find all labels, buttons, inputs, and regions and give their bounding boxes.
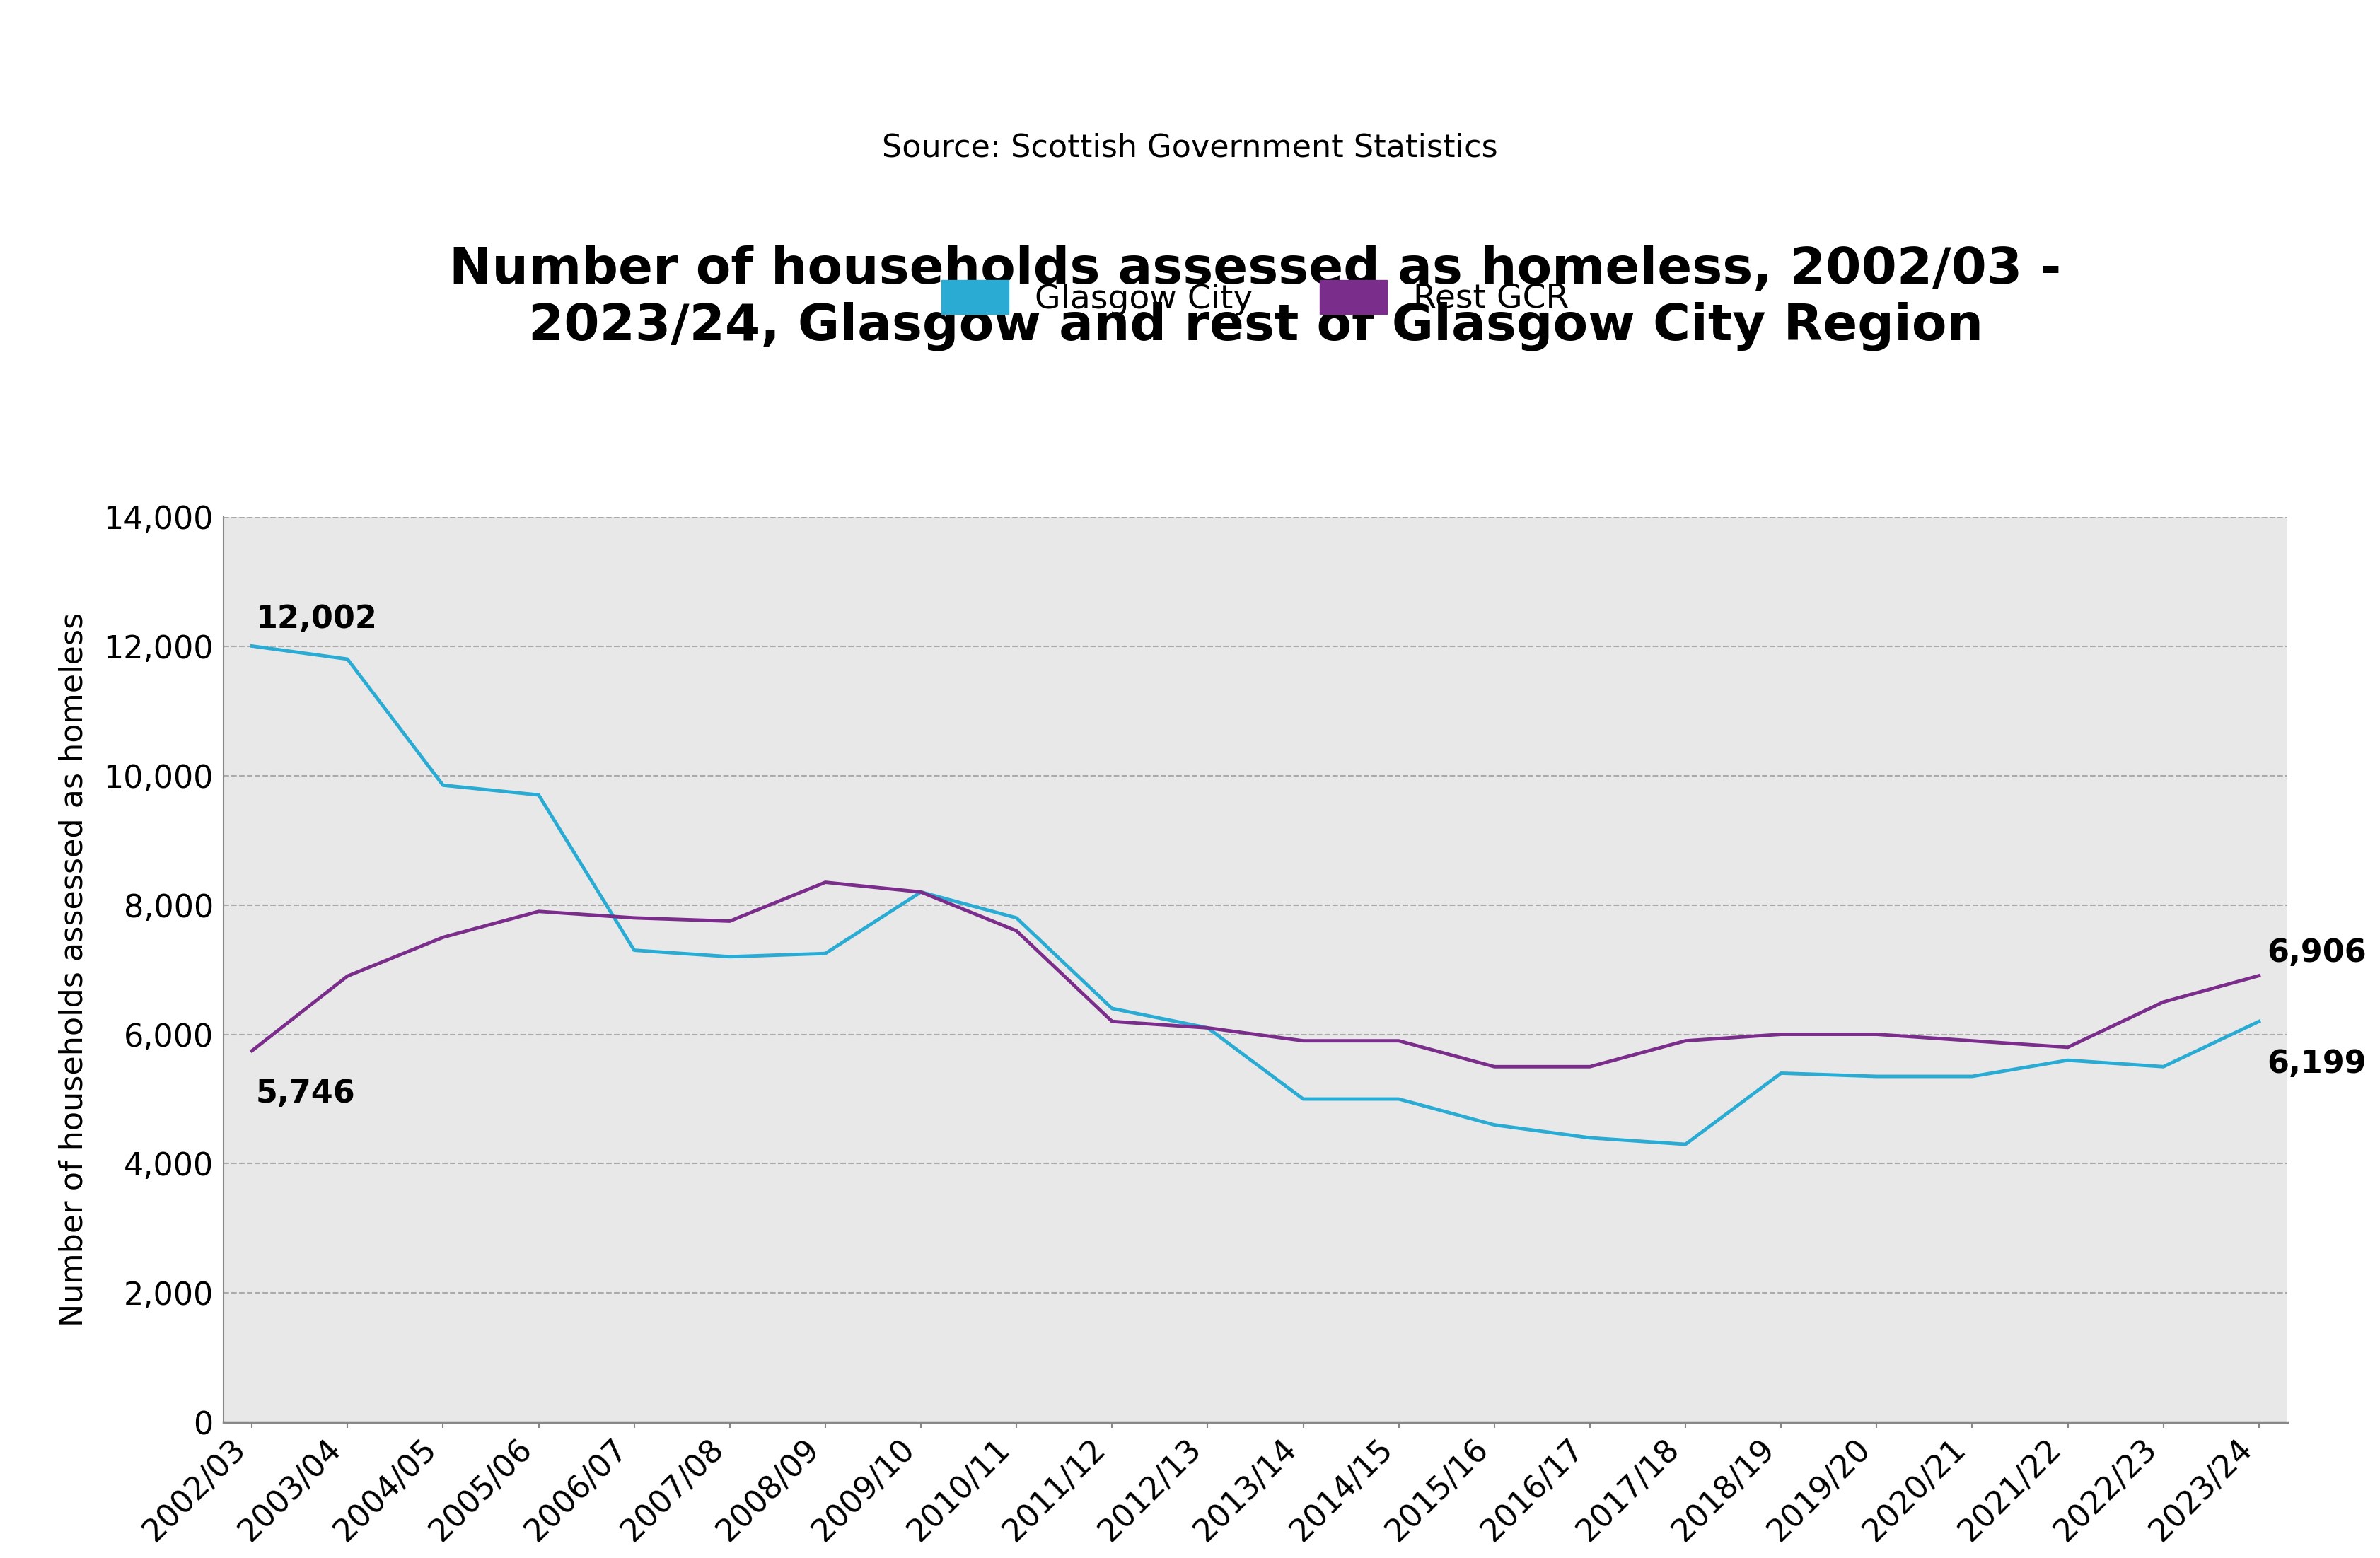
Glasgow City xyxy=(2244,1013,2273,1031)
Glasgow City xyxy=(428,776,457,795)
Text: 6,199: 6,199 xyxy=(2266,1049,2366,1080)
Text: Source: Scottish Government Statistics: Source: Scottish Government Statistics xyxy=(883,132,1497,164)
Rest GCR xyxy=(2244,966,2273,985)
Text: 12,002: 12,002 xyxy=(257,605,378,634)
Line: Rest GCR: Rest GCR xyxy=(252,882,2259,1067)
Rest GCR xyxy=(1385,1031,1414,1050)
Line: Glasgow City: Glasgow City xyxy=(252,647,2259,1144)
Rest GCR xyxy=(812,872,840,891)
Glasgow City xyxy=(716,947,745,966)
Glasgow City xyxy=(1097,999,1126,1017)
Glasgow City xyxy=(907,883,935,902)
Rest GCR xyxy=(1002,921,1031,939)
Rest GCR xyxy=(1192,1019,1221,1038)
Text: 5,746: 5,746 xyxy=(257,1078,355,1109)
Rest GCR xyxy=(1480,1058,1509,1077)
Rest GCR xyxy=(716,911,745,930)
Glasgow City xyxy=(1766,1064,1795,1083)
Glasgow City xyxy=(1864,1067,1892,1086)
Rest GCR xyxy=(524,902,552,921)
Rest GCR xyxy=(1671,1031,1699,1050)
Legend: Glasgow City, Rest GCR: Glasgow City, Rest GCR xyxy=(942,280,1568,315)
Rest GCR xyxy=(1959,1031,1987,1050)
Text: 6,906: 6,906 xyxy=(2266,938,2366,968)
Title: Number of households assessed as homeless, 2002/03 -
2023/24, Glasgow and rest o: Number of households assessed as homeles… xyxy=(450,245,2061,351)
Rest GCR xyxy=(907,883,935,902)
Rest GCR xyxy=(2149,992,2178,1011)
Glasgow City xyxy=(1290,1089,1319,1108)
Glasgow City xyxy=(2054,1050,2082,1069)
Rest GCR xyxy=(619,908,647,927)
Glasgow City xyxy=(238,637,267,656)
Glasgow City xyxy=(1002,908,1031,927)
Glasgow City xyxy=(1576,1128,1604,1147)
Rest GCR xyxy=(333,968,362,986)
Glasgow City xyxy=(2149,1058,2178,1077)
Glasgow City xyxy=(1959,1067,1987,1086)
Glasgow City xyxy=(619,941,647,960)
Glasgow City xyxy=(1385,1089,1414,1108)
Rest GCR xyxy=(1766,1025,1795,1044)
Glasgow City xyxy=(1480,1116,1509,1134)
Rest GCR xyxy=(1864,1025,1892,1044)
Glasgow City xyxy=(524,785,552,804)
Rest GCR xyxy=(1290,1031,1319,1050)
Y-axis label: Number of households assessed as homeless: Number of households assessed as homeles… xyxy=(57,612,88,1327)
Rest GCR xyxy=(238,1041,267,1059)
Glasgow City xyxy=(1192,1019,1221,1038)
Glasgow City xyxy=(812,944,840,963)
Rest GCR xyxy=(1576,1058,1604,1077)
Glasgow City xyxy=(1671,1134,1699,1153)
Rest GCR xyxy=(1097,1013,1126,1031)
Rest GCR xyxy=(428,929,457,947)
Rest GCR xyxy=(2054,1038,2082,1056)
Glasgow City xyxy=(333,650,362,668)
